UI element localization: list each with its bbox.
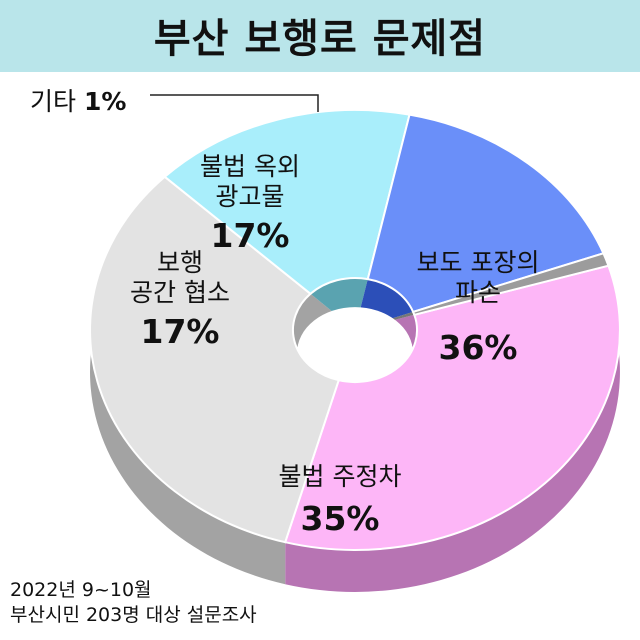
slice-label-narrow-walkway: 보행 공간 협소 17% bbox=[115, 248, 245, 352]
slice-label-illegal-billboards-name-2: 광고물 bbox=[215, 181, 285, 211]
slice-narrow-walkway bbox=[163, 108, 411, 296]
title-banner bbox=[0, 0, 640, 72]
slice-label-pavement: 보도 포장의 파손 36% bbox=[398, 248, 558, 368]
slice-side-pavement bbox=[285, 265, 620, 592]
source-note: 2022년 9~10월 부산시민 203명 대상 설문조사 bbox=[10, 578, 257, 627]
slice-illegal-parking bbox=[89, 175, 340, 544]
donut-slices bbox=[89, 108, 621, 551]
slice-illegal-billboards bbox=[366, 113, 605, 314]
slice-label-illegal-parking: 불법 주정차 35% bbox=[255, 462, 425, 538]
slice-other bbox=[411, 252, 610, 316]
slice-label-illegal-parking-name: 불법 주정차 bbox=[278, 462, 402, 491]
chart-title: 부산 보행로 문제점 bbox=[153, 16, 487, 62]
slice-label-illegal-billboards: 불법 옥외 광고물 17% bbox=[175, 152, 325, 256]
slice-label-other-name: 기타 bbox=[30, 87, 77, 116]
slice-label-other-value: 1% bbox=[83, 87, 127, 116]
slice-label-illegal-billboards-name-1: 불법 옥외 bbox=[200, 152, 300, 181]
slice-label-narrow-walkway-value: 17% bbox=[140, 312, 220, 351]
slice-label-pavement-name-1: 보도 포장의 bbox=[416, 248, 540, 277]
slice-label-narrow-walkway-name-2: 공간 협소 bbox=[130, 277, 230, 307]
slice-label-illegal-billboards-value: 17% bbox=[210, 216, 290, 255]
slice-label-narrow-walkway-name-1: 보행 bbox=[156, 248, 203, 277]
slice-side-illegal-parking bbox=[90, 176, 286, 585]
other-leader-line bbox=[150, 94, 319, 112]
slice-label-other: 기타 1% bbox=[30, 82, 126, 118]
slice-label-pavement-name-2: 파손 bbox=[454, 277, 501, 307]
source-date: 2022년 9~10월 bbox=[10, 579, 152, 601]
slice-label-pavement-value: 36% bbox=[438, 328, 518, 367]
slice-label-illegal-parking-value: 35% bbox=[300, 498, 380, 538]
slice-pavement bbox=[283, 264, 621, 551]
source-sample: 부산시민 203명 대상 설문조사 bbox=[10, 603, 257, 626]
